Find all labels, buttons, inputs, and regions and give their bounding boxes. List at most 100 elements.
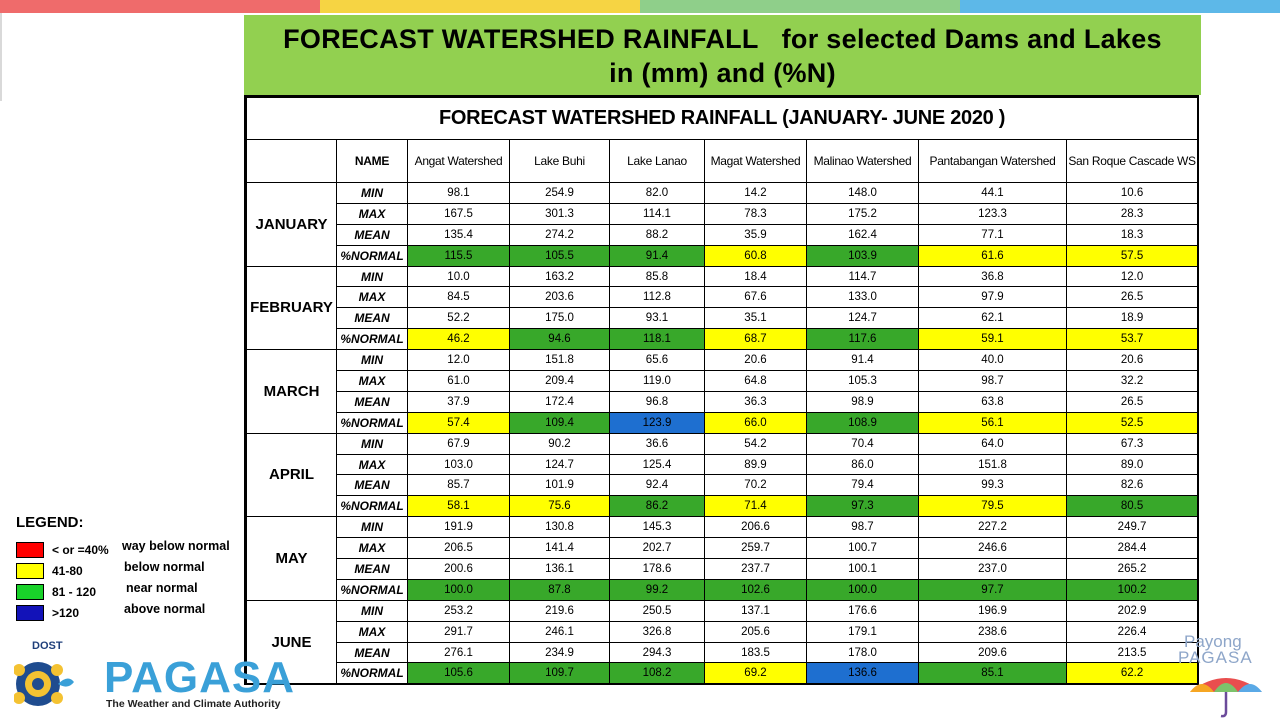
pagasa-seal-icon bbox=[14, 662, 74, 706]
legend-item: < or =40% way below normal bbox=[16, 539, 246, 560]
value-cell: 93.1 bbox=[609, 307, 705, 330]
value-cell: 137.1 bbox=[704, 599, 807, 622]
value-cell: 206.6 bbox=[704, 516, 807, 539]
umbrella-icon bbox=[1190, 678, 1262, 718]
value-cell: 176.6 bbox=[806, 599, 919, 622]
value-cell: 105.6 bbox=[407, 662, 510, 685]
legend-item: 41-80 below normal bbox=[16, 560, 246, 581]
value-cell: 141.4 bbox=[509, 537, 610, 560]
value-cell: 35.1 bbox=[704, 307, 807, 330]
stat-label: MIN bbox=[336, 265, 408, 288]
value-cell: 100.0 bbox=[407, 578, 510, 601]
value-cell: 57.4 bbox=[407, 411, 510, 434]
stat-label: MEAN bbox=[336, 307, 408, 330]
value-cell: 85.1 bbox=[918, 662, 1067, 685]
stat-label: MAX bbox=[336, 370, 408, 392]
value-cell: 253.2 bbox=[407, 599, 510, 622]
value-cell: 10.6 bbox=[1065, 182, 1199, 204]
value-cell: 112.8 bbox=[609, 286, 705, 309]
pagasa-tagline: The Weather and Climate Authority bbox=[106, 698, 281, 710]
value-cell: 178.6 bbox=[609, 558, 705, 580]
value-cell: 67.9 bbox=[407, 432, 510, 455]
month-label: MAY bbox=[246, 516, 337, 601]
top-bar-green-segment bbox=[640, 0, 960, 13]
value-cell: 88.2 bbox=[609, 223, 705, 246]
value-cell: 12.0 bbox=[407, 349, 510, 372]
value-cell: 114.1 bbox=[609, 202, 705, 225]
value-cell: 259.7 bbox=[704, 537, 807, 560]
stat-label: MIN bbox=[336, 182, 408, 204]
table-row: %NORMAL 58.1 75.6 86.2 71.4 97.3 79.5 80.5 bbox=[247, 495, 1199, 518]
value-cell: 82.0 bbox=[609, 182, 705, 204]
table-row: JUNE MIN 253.2 219.6 250.5 137.1 176.6 196.9 202… bbox=[246, 599, 1199, 685]
table-row: MEAN 276.1 234.9 294.3 183.5 178.0 209.6 213.5 bbox=[247, 641, 1199, 664]
value-cell: 35.9 bbox=[704, 223, 807, 246]
value-cell: 67.3 bbox=[1065, 432, 1199, 455]
value-cell: 265.2 bbox=[1065, 558, 1199, 580]
value-cell: 117.6 bbox=[806, 328, 919, 351]
stat-label: %NORMAL bbox=[336, 662, 408, 685]
value-cell: 178.0 bbox=[806, 641, 919, 664]
legend: LEGEND: < or =40% way below normal 41-80 be… bbox=[16, 514, 246, 623]
legend-range: 41-80 bbox=[52, 564, 83, 578]
value-cell: 36.3 bbox=[704, 390, 807, 413]
value-cell: 97.7 bbox=[918, 578, 1067, 601]
banner-line-1: FORECAST WATERSHED RAINFALL for selected… bbox=[283, 24, 1162, 54]
value-cell: 52.2 bbox=[407, 307, 510, 330]
table-row: MAX 103.0 124.7 125.4 89.9 86.0 151.8 89.0 bbox=[247, 453, 1199, 476]
value-cell: 66.0 bbox=[704, 411, 807, 434]
value-cell: 219.6 bbox=[509, 599, 610, 622]
value-cell: 167.5 bbox=[407, 202, 510, 225]
value-cell: 179.1 bbox=[806, 620, 919, 643]
value-cell: 70.4 bbox=[806, 432, 919, 455]
value-cell: 64.0 bbox=[918, 432, 1067, 455]
value-cell: 71.4 bbox=[704, 495, 807, 518]
dost-label: DOST bbox=[32, 640, 63, 652]
value-cell: 26.5 bbox=[1065, 286, 1199, 309]
stat-label: MAX bbox=[336, 620, 408, 643]
value-cell: 100.7 bbox=[806, 537, 919, 560]
stat-label: MEAN bbox=[336, 641, 408, 664]
legend-swatch bbox=[16, 605, 44, 621]
value-cell: 32.2 bbox=[1065, 370, 1199, 392]
header-column: San Roque Cascade WS bbox=[1065, 139, 1199, 183]
stat-label: MIN bbox=[336, 349, 408, 372]
legend-title: LEGEND: bbox=[16, 514, 84, 531]
table-row: APRIL MIN 67.9 90.2 36.6 54.2 70.4 64.0 67.3 bbox=[246, 432, 1199, 518]
value-cell: 125.4 bbox=[609, 453, 705, 476]
value-cell: 291.7 bbox=[407, 620, 510, 643]
stat-label: MEAN bbox=[336, 223, 408, 246]
value-cell: 60.8 bbox=[704, 244, 807, 267]
value-cell: 89.9 bbox=[704, 453, 807, 476]
stat-label: MIN bbox=[336, 599, 408, 622]
legend-description: way below normal bbox=[122, 539, 230, 553]
value-cell: 246.6 bbox=[918, 537, 1067, 560]
value-cell: 294.3 bbox=[609, 641, 705, 664]
legend-range: >120 bbox=[52, 606, 80, 620]
value-cell: 301.3 bbox=[509, 202, 610, 225]
value-cell: 209.4 bbox=[509, 370, 610, 392]
banner-line-2: in (mm) and (%N) bbox=[609, 58, 836, 88]
value-cell: 53.7 bbox=[1065, 328, 1199, 351]
value-cell: 69.2 bbox=[704, 662, 807, 685]
value-cell: 99.3 bbox=[918, 474, 1067, 497]
value-cell: 105.5 bbox=[509, 244, 610, 267]
legend-description: above normal bbox=[124, 602, 206, 616]
stat-label: %NORMAL bbox=[336, 411, 408, 434]
value-cell: 123.3 bbox=[918, 202, 1067, 225]
value-cell: 202.7 bbox=[609, 537, 705, 560]
value-cell: 119.0 bbox=[609, 370, 705, 392]
left-divider-line bbox=[0, 13, 2, 101]
table-row: MAX 84.5 203.6 112.8 67.6 133.0 97.9 26.5 bbox=[247, 286, 1199, 309]
value-cell: 78.3 bbox=[704, 202, 807, 225]
payong-line-2: PAGASA bbox=[1178, 648, 1253, 667]
value-cell: 61.0 bbox=[407, 370, 510, 392]
rainfall-forecast-table: FORECAST WATERSHED RAINFALL (JANUARY- JU… bbox=[245, 97, 1199, 685]
value-cell: 26.5 bbox=[1065, 390, 1199, 413]
value-cell: 87.8 bbox=[509, 578, 610, 601]
table-title: FORECAST WATERSHED RAINFALL (JANUARY- JU… bbox=[245, 97, 1199, 140]
value-cell: 133.0 bbox=[806, 286, 919, 309]
top-color-bar bbox=[0, 0, 1280, 13]
value-cell: 64.8 bbox=[704, 370, 807, 392]
value-cell: 151.8 bbox=[918, 453, 1067, 476]
